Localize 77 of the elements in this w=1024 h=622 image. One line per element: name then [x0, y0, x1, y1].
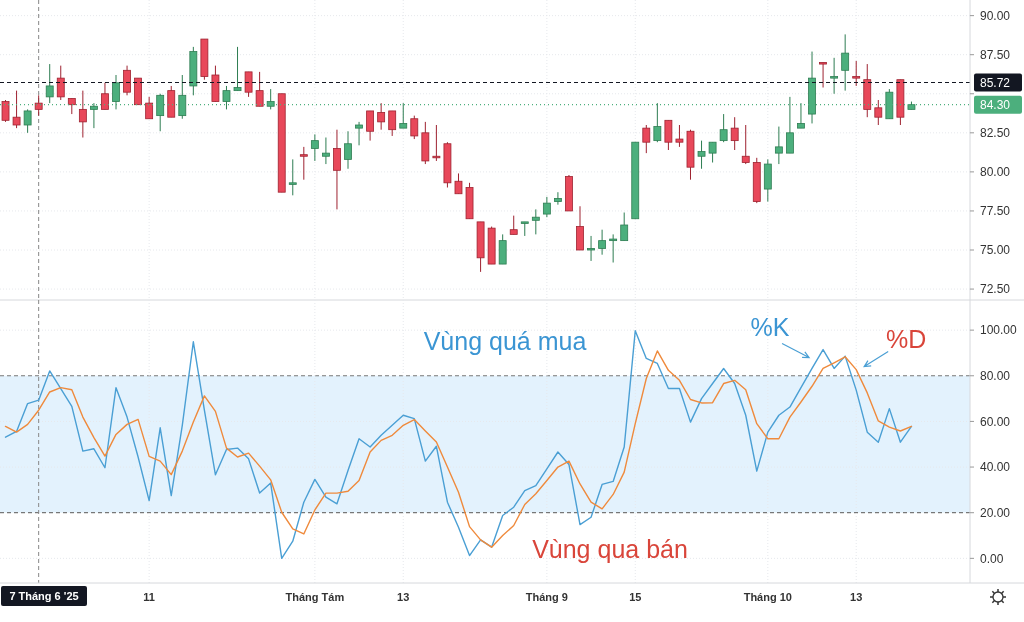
candlestick	[620, 212, 629, 242]
y-tick-label: 77.50	[980, 204, 1011, 219]
x-tick-label: 15	[629, 590, 642, 603]
y-tick-label: 0.00	[980, 551, 1004, 566]
candlestick	[819, 62, 827, 88]
candlestick	[366, 110, 374, 142]
x-tick-label: 13	[397, 590, 410, 603]
candlestick	[841, 33, 850, 92]
candlestick	[774, 126, 783, 165]
candlestick	[34, 94, 43, 117]
candlestick	[576, 205, 584, 251]
candlestick	[498, 233, 507, 265]
candlestick	[333, 129, 341, 210]
y-tick-label: 60.00	[980, 414, 1011, 429]
candlestick	[233, 46, 242, 92]
candlestick	[542, 196, 551, 218]
candlestick	[355, 121, 363, 146]
x-tick-label: 13	[850, 590, 863, 603]
candlestick	[23, 108, 32, 134]
annotation: Vùng qua bán	[532, 535, 688, 563]
candlestick	[642, 124, 651, 154]
x-tick-label: Tháng Tám	[285, 590, 345, 603]
x-tick-label: 11	[143, 590, 155, 603]
candlestick	[322, 137, 330, 165]
candlestick	[554, 191, 562, 206]
candlestick	[454, 172, 463, 195]
candlestick	[101, 82, 109, 110]
x-tick-label: Tháng 9	[525, 590, 568, 603]
candlestick	[708, 141, 717, 163]
y-tick-label: 80.00	[980, 368, 1011, 383]
ref-line-label: 84.30	[980, 97, 1011, 112]
candlestick	[598, 229, 607, 256]
candlestick	[719, 113, 728, 143]
candlestick	[123, 65, 131, 96]
candlestick	[410, 115, 419, 140]
candlestick	[675, 124, 684, 148]
candlestick	[1, 99, 10, 123]
candlestick	[830, 57, 839, 95]
candlestick	[244, 71, 253, 98]
candlestick	[741, 124, 750, 165]
y-tick-label: 82.50	[980, 126, 1011, 141]
candlestick	[299, 146, 308, 181]
candlestick	[388, 110, 397, 137]
candlestick	[531, 208, 540, 235]
candlestick	[587, 235, 595, 262]
candlestick	[664, 119, 673, 151]
y-tick-label: 72.50	[980, 282, 1011, 297]
series-label: %D	[886, 324, 927, 353]
candlestick	[874, 99, 883, 126]
x-tick-label: 7 Tháng 6 '25	[9, 589, 79, 602]
candlestick	[509, 215, 518, 235]
candlestick	[697, 140, 706, 170]
candlestick	[78, 90, 87, 138]
candlestick	[45, 63, 54, 104]
y-tick-label: 40.00	[980, 460, 1011, 475]
y-tick-label: 75.00	[980, 243, 1011, 258]
candlestick	[730, 116, 739, 151]
candlestick	[255, 71, 264, 107]
candlestick	[344, 130, 352, 170]
candlestick	[852, 60, 861, 87]
series-label: %K	[750, 312, 790, 341]
candlestick	[288, 158, 297, 196]
candlestick	[12, 90, 21, 129]
candlestick	[145, 96, 154, 120]
y-tick-label: 80.00	[980, 165, 1011, 180]
candlestick	[56, 65, 65, 101]
candlestick	[377, 102, 386, 131]
y-tick-label: 87.50	[980, 47, 1011, 62]
candlestick	[432, 124, 441, 162]
candlestick	[310, 133, 319, 162]
y-tick-label: 20.00	[980, 505, 1011, 520]
y-tick-label: 90.00	[980, 8, 1011, 23]
x-tick-label: Tháng 10	[743, 590, 792, 603]
candlestick	[609, 233, 618, 263]
y-tick-label: 100.00	[980, 323, 1018, 338]
annotation: Vùng quá mua	[423, 327, 587, 355]
ref-line-label: 85.72	[980, 75, 1011, 90]
